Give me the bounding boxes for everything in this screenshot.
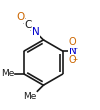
Text: +: + — [72, 46, 78, 51]
Text: O: O — [69, 55, 76, 65]
Text: −: − — [73, 57, 78, 62]
Text: N: N — [32, 27, 40, 37]
Text: C: C — [24, 20, 32, 30]
Text: Me: Me — [1, 69, 15, 78]
Text: Me: Me — [24, 92, 37, 101]
Text: N: N — [69, 46, 76, 56]
Text: O: O — [16, 12, 24, 22]
Text: O: O — [69, 37, 76, 47]
